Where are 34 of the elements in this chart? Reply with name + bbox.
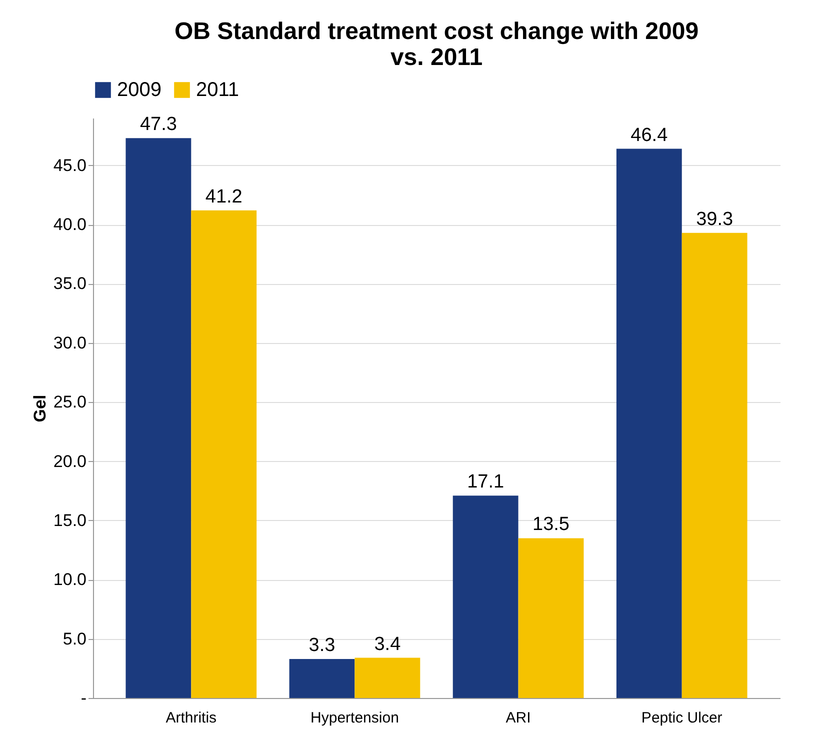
- bar: [518, 538, 584, 698]
- y-tick-label: 40.0: [53, 215, 86, 234]
- data-label: 13.5: [532, 514, 570, 536]
- data-label: 41.2: [205, 186, 242, 208]
- data-label: 3.3: [308, 634, 336, 656]
- bar: [616, 148, 682, 698]
- bar: [682, 232, 748, 698]
- bar: [126, 138, 192, 698]
- x-tick-label: ARI: [506, 710, 531, 726]
- y-tick-label: -: [80, 688, 86, 708]
- y-axis-title: Gel: [30, 394, 50, 422]
- data-label: 3.4: [374, 634, 402, 655]
- bar: [452, 496, 518, 698]
- y-tick-label: 45.0: [53, 156, 86, 175]
- data-label: 17.1: [467, 472, 504, 493]
- bar: [191, 210, 257, 698]
- y-tick-label: 30.0: [53, 333, 86, 352]
- bar: [354, 658, 420, 698]
- data-label: 39.3: [696, 208, 734, 230]
- legend-label: 2009: [117, 79, 162, 101]
- chart-title: OB Standard treatment cost change with 2009 vs. 2011: [174, 18, 699, 71]
- data-label: 46.4: [630, 124, 668, 146]
- bar: [289, 658, 355, 698]
- data-label: 47.3: [140, 114, 177, 136]
- y-tick-label: 5.0: [62, 629, 86, 648]
- x-tick-label: Peptic Ulcer: [641, 710, 722, 726]
- y-tick-label: 20.0: [53, 452, 86, 471]
- x-tick-label: Hypertension: [310, 710, 399, 726]
- x-tick-label: Arthritis: [166, 710, 217, 726]
- y-tick-label: 35.0: [53, 274, 86, 294]
- y-tick-label: 15.0: [53, 510, 86, 530]
- y-tick-label: 10.0: [53, 570, 86, 590]
- legend-label: 2011: [196, 79, 240, 101]
- y-tick-label: 25.0: [53, 392, 86, 412]
